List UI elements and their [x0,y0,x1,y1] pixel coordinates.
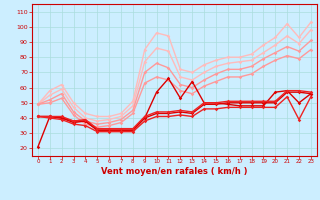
X-axis label: Vent moyen/en rafales ( km/h ): Vent moyen/en rafales ( km/h ) [101,167,248,176]
